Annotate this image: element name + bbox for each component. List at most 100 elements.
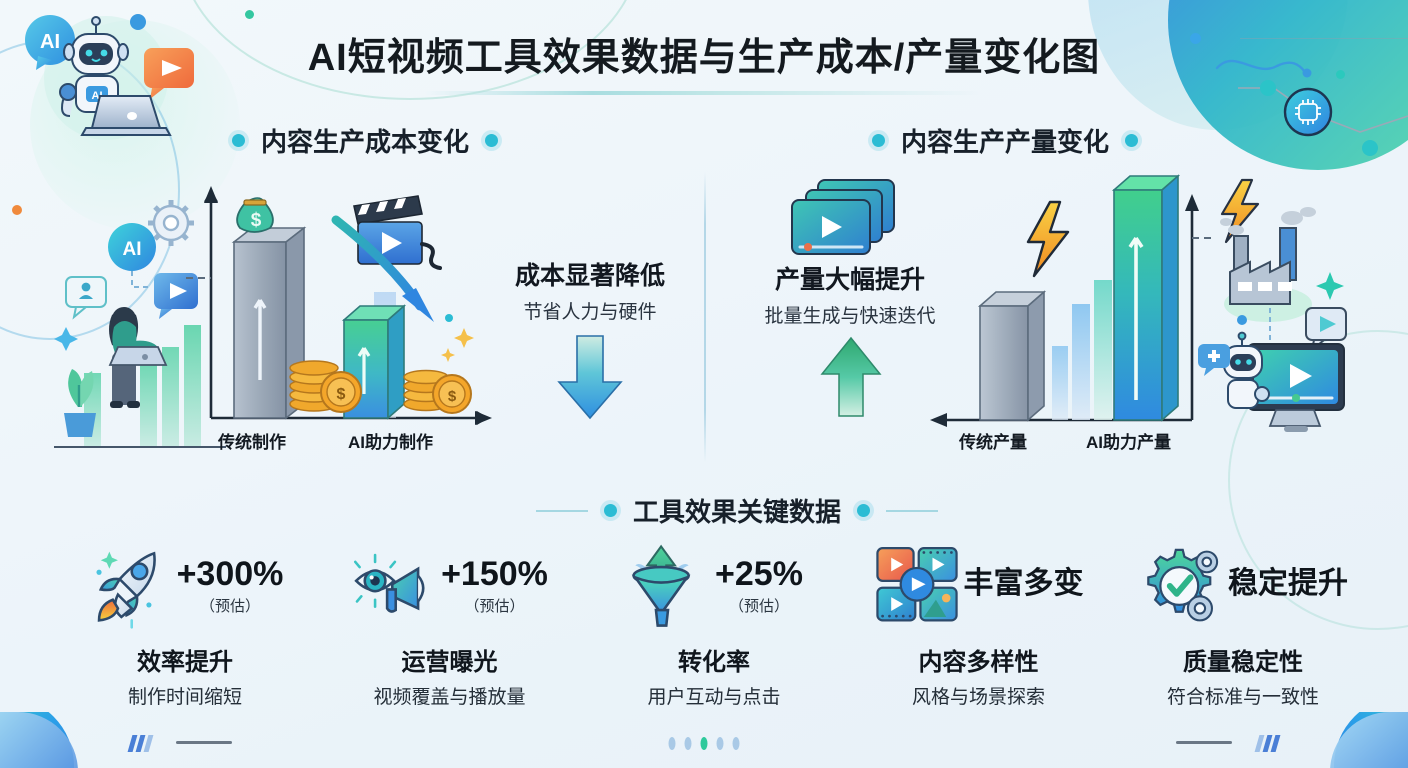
robot-figure: AI [59,16,129,117]
bullet-dot-icon [1125,134,1139,147]
section-header-cost: 内容生产成本变化 [232,122,499,159]
bar-ai-output [1111,174,1181,422]
metric-card-conversion[interactable]: +25% （预估） 转化率 用户互动与点击 [589,540,839,709]
coin-stack-traditional: $ [289,360,362,413]
metric-subtitle: 风格与场景探索 [911,687,1045,708]
lightning-bolt-icon [1026,200,1070,278]
svg-text:$: $ [337,386,346,403]
metric-value: 稳定提升 [1228,567,1348,600]
footer-slashes-left [127,735,154,752]
metric-subtitle: 用户互动与点击 [647,687,781,708]
bullet-dot-icon [485,134,499,147]
output-callout-sub: 批量生成与快速迭代 [764,306,936,327]
footer-corner-left [0,712,150,768]
person-with-laptop-icon [108,307,168,408]
metric-card-diversity[interactable]: 丰富多变 内容多样性 风格与场景探索 [854,540,1104,709]
plant-icon [64,369,96,437]
media-grid-icon [875,547,958,622]
sparkle-icon [54,327,78,351]
play-speech-bubble [144,48,194,99]
decorative-dot-1 [245,10,254,19]
cost-callout-sub: 节省人力与硬件 [523,302,657,323]
metric-subtitle: 符合标准与一致性 [1166,687,1319,708]
section-title-output: 内容生产产量变化 [901,127,1110,157]
metric-subtitle: 视频覆盖与播放量 [373,687,526,708]
cost-down-arrow-icon [557,335,623,420]
output-bar-chart [930,174,1214,427]
video-card-stack-icon [791,179,895,255]
bullet-dot-icon [857,504,871,517]
metric-estimate: （预估） [728,597,789,615]
rocket-icon [96,551,156,629]
metric-title: 内容多样性 [918,649,1039,676]
svg-text:AI: AI [123,239,142,260]
sparkle-icon [454,328,474,348]
eye-megaphone-icon [354,553,425,613]
metric-title: 质量稳定性 [1183,649,1303,676]
ghost-bar [1072,304,1090,420]
footer-dot [732,737,740,750]
factory-icon [1224,227,1312,322]
footer-line-left [176,741,232,744]
svg-text:$: $ [448,388,457,405]
output-supporting-illustration [1198,178,1347,432]
funnel-icon [631,544,691,627]
coin-stack-ai: $ [403,369,472,414]
output-callout-title: 产量大幅提升 [774,266,925,294]
decorative-dot [1237,315,1247,325]
dashed-connector [131,271,148,288]
money-bag-icon: $ [236,197,274,233]
output-axis-label-traditional: 传统产量 [959,433,1027,452]
lightning-bolt-icon [1220,178,1260,244]
svg-text:$: $ [251,210,262,231]
robot-mascot-illustration: AI AI [25,14,194,140]
metric-title: 运营曝光 [401,649,498,676]
robot-monitor-icon [1198,331,1345,432]
metric-value: +150% [441,554,548,593]
cost-supporting-illustration: AI [54,200,226,448]
metric-estimate: （预估） [199,597,260,615]
title-block: AI短视频工具效果数据与生产成本/产量变化图 [0,26,1408,95]
ghost-bar [1052,346,1068,420]
header-line [536,509,588,512]
cost-axis-label-ai: AI助力制作 [348,433,433,452]
cost-callout: 成本显著降低 节省人力与硬件 [495,256,685,324]
decorative-dot-3 [12,205,22,215]
ghost-bar [1094,280,1112,420]
footer-dots [668,737,740,750]
footer-dot [684,737,692,750]
section-header-metrics: 工具效果关键数据 [536,492,939,529]
section-title-cost: 内容生产成本变化 [261,127,470,157]
metric-card-efficiency[interactable]: +300% （预估） 效率提升 制作时间缩短 [60,540,310,709]
metric-card-exposure[interactable]: +150% （预估） 运营曝光 视频覆盖与播放量 [325,540,575,709]
title-underline [424,91,984,95]
footer-dot [668,737,676,750]
smoke-icon [1220,207,1316,235]
svg-text:AI: AI [40,31,60,53]
ai-speech-bubble: AI [25,15,75,70]
metric-card-quality[interactable]: 稳定提升 质量稳定性 符合标准与一致性 [1118,540,1368,709]
metric-value: 丰富多变 [963,567,1084,600]
page-title: AI短视频工具效果数据与生产成本/产量变化图 [307,37,1101,79]
metric-value: +25% [715,554,803,593]
cost-bar-chart: $ $ [186,186,492,426]
gear-check-icon [1147,548,1219,622]
ai-badge-icon: AI [108,223,156,271]
gear-icon [148,200,194,246]
bar-traditional-output [977,290,1047,422]
metric-title: 转化率 [678,649,750,676]
video-bubble-icon [154,273,198,319]
footer-dot-active [700,737,708,750]
bullet-dot-icon [604,504,617,517]
laptop-icon [80,95,172,136]
metrics-row: +300% （预估） 效率提升 制作时间缩短 [60,540,1368,709]
bullet-dot-icon [872,134,885,147]
clapperboard-icon [353,195,442,270]
footer-dot [716,737,724,750]
metric-value: +300% [176,554,284,593]
user-bubble-icon [65,276,107,320]
output-callout: 产量大幅提升 批量生成与快速迭代 [740,260,960,328]
output-up-arrow-icon [820,336,882,417]
cost-axis-label-traditional: 传统制作 [218,433,286,452]
bullet-dot-icon [232,134,245,147]
